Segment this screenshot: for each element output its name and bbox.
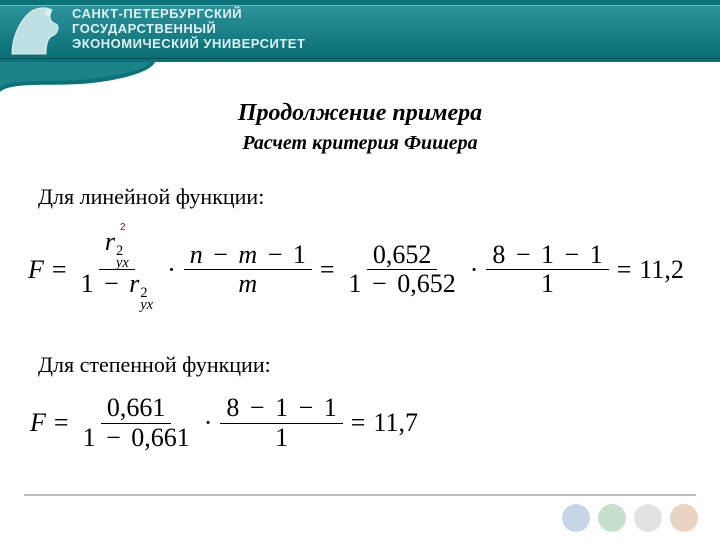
- eq1-f2-1: 1: [293, 240, 306, 269]
- equals-icon: =: [50, 408, 73, 438]
- minus-icon: −: [203, 240, 239, 269]
- eq1-result: 11,2: [639, 255, 684, 285]
- eq1-f3-num: 0,652: [373, 240, 432, 269]
- minus-icon: −: [554, 240, 590, 269]
- equals-icon: =: [613, 255, 636, 285]
- eq2-lhs: F: [30, 408, 46, 438]
- footer-logo-3: [634, 504, 662, 532]
- eq2-f1-num: 0,661: [107, 393, 166, 422]
- footer-logo-4: [670, 504, 698, 532]
- minus-icon: −: [505, 240, 541, 269]
- eq1-frac2: n − m − 1 m: [184, 241, 312, 299]
- footer-logo-2: [598, 504, 626, 532]
- dot-icon: ·: [163, 255, 180, 285]
- eq1-f1-den-sub: yx: [140, 299, 153, 311]
- minus-icon: −: [288, 393, 324, 422]
- eq2-f1-den-b: 0,661: [131, 423, 190, 452]
- header-band: САНКТ-ПЕТЕРБУРГСКИЙ ГОСУДАРСТВЕННЫЙ ЭКОН…: [0, 0, 720, 62]
- eq2-f2-den: 1: [275, 423, 288, 452]
- eq1-frac4: 8 − 1 − 1 1: [486, 241, 608, 299]
- eq2-frac1: 0,661 1 − 0,661: [77, 394, 196, 452]
- eq1-f4-a: 8: [492, 240, 505, 269]
- label-power: Для степенной функции:: [38, 352, 271, 378]
- eq1-f1-num-sub: yx: [116, 257, 129, 269]
- slide-subtitle: Расчет критерия Фишера: [0, 132, 720, 155]
- equals-icon: =: [48, 255, 71, 285]
- university-name-line3: ЭКОНОМИЧЕСКИЙ УНИВЕРСИТЕТ: [72, 36, 305, 51]
- eq1-f3-den-b: 0,652: [397, 269, 456, 298]
- eq1-f1-den-var: r: [129, 269, 139, 298]
- slide-title: Продолжение примера: [0, 100, 720, 127]
- header-accent-swoosh: [0, 62, 155, 92]
- equals-icon: =: [347, 408, 370, 438]
- eq1-f2-den: m: [238, 269, 257, 298]
- eq1-f3-den-a: 1: [349, 269, 362, 298]
- minus-icon: −: [257, 240, 293, 269]
- eq2-result: 11,7: [373, 408, 418, 438]
- footer-logo-1: [562, 504, 590, 532]
- eq1-f4-den: 1: [541, 269, 554, 298]
- footer-logos: [562, 502, 698, 534]
- eq1-f2-n: n: [190, 240, 203, 269]
- dot-icon: ·: [200, 408, 217, 438]
- eq1-f4-c: 1: [590, 240, 603, 269]
- dot-icon: ·: [466, 255, 483, 285]
- minus-icon: −: [94, 269, 130, 298]
- eq1-frac1: r2yx 1 − r2yx: [75, 228, 160, 312]
- university-logo: [8, 0, 64, 56]
- university-name: САНКТ-ПЕТЕРБУРГСКИЙ ГОСУДАРСТВЕННЫЙ ЭКОН…: [72, 6, 305, 51]
- eq2-f1-den-a: 1: [83, 423, 96, 452]
- eq1-f1-num-var: r: [105, 227, 115, 256]
- university-name-line2: ГОСУДАРСТВЕННЫЙ: [72, 21, 305, 36]
- equals-icon: =: [316, 255, 339, 285]
- minus-icon: −: [239, 393, 275, 422]
- eq1-f4-b: 1: [541, 240, 554, 269]
- eq1-f2-m: m: [238, 240, 257, 269]
- bottom-separator: [24, 494, 696, 496]
- equation-power: F = 0,661 1 − 0,661 · 8 − 1 − 1 1 = 11,7: [30, 394, 418, 452]
- equation-linear: F = r2yx 1 − r2yx · n − m − 1 m = 0,652 …: [28, 228, 684, 312]
- eq2-f2-b: 1: [275, 393, 288, 422]
- eq2-frac2: 8 − 1 − 1 1: [220, 394, 342, 452]
- eq1-frac3: 0,652 1 − 0,652: [343, 241, 462, 299]
- eq2-f2-a: 8: [226, 393, 239, 422]
- minus-icon: −: [362, 269, 398, 298]
- eq2-f2-c: 1: [324, 393, 337, 422]
- eq1-f1-den-one: 1: [81, 269, 94, 298]
- university-name-line1: САНКТ-ПЕТЕРБУРГСКИЙ: [72, 6, 305, 21]
- minus-icon: −: [96, 423, 132, 452]
- label-linear: Для линейной функции:: [38, 184, 264, 210]
- eq1-lhs: F: [28, 255, 44, 285]
